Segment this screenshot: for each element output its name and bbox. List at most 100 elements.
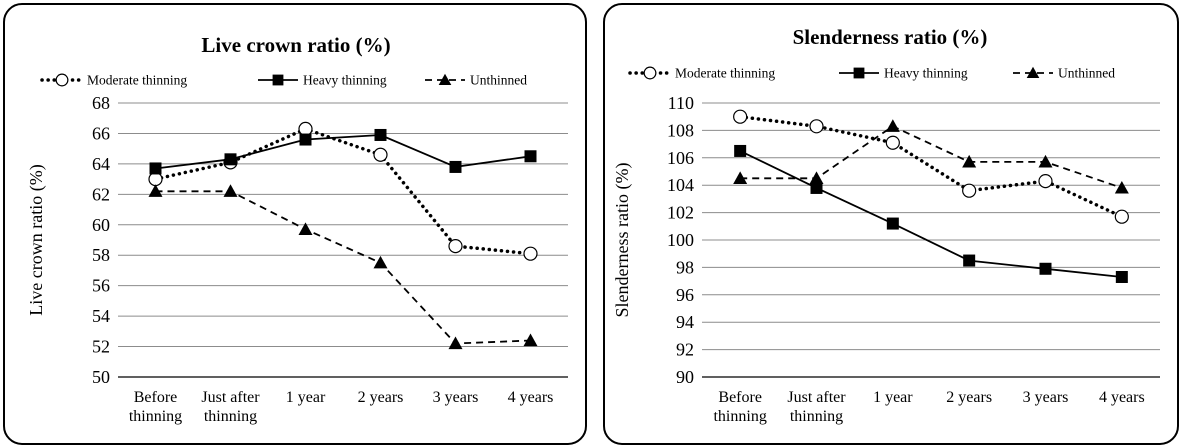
series-line-3: [155, 190, 531, 345]
legend: Moderate thinning Heavy thinning Unthinned: [40, 73, 527, 88]
data-point: [148, 172, 163, 187]
data-point: [810, 181, 823, 194]
x-tick-label: Just after: [201, 389, 260, 406]
data-point: [1114, 180, 1129, 194]
data-point: [809, 119, 824, 134]
legend-label-1: Moderate thinning: [675, 66, 775, 81]
y-tick-label: 54: [92, 306, 110, 326]
series-line-1: [738, 114, 1124, 219]
legend-marker-3: [1026, 66, 1040, 79]
data-point: [448, 336, 463, 350]
data-point: [374, 128, 387, 141]
data-point: [885, 119, 900, 132]
x-tick-labels: Before thinning Just after thinning 1 year 2 …: [129, 389, 554, 425]
y-tick-label: 52: [92, 337, 110, 357]
data-point: [148, 184, 163, 197]
data-point: [448, 238, 463, 254]
y-tick-label: 104: [667, 175, 694, 195]
series-line-3: [740, 125, 1123, 189]
gridlines: [702, 102, 1160, 351]
legend-label-2: Heavy thinning: [884, 66, 968, 81]
series-3: [733, 119, 1129, 194]
data-point: [449, 160, 462, 173]
chart-title: Slenderness ratio (%): [793, 25, 988, 49]
x-tick-label: 1 year: [286, 389, 326, 406]
x-tick-label: 1 year: [873, 389, 913, 406]
y-tick-label: 50: [92, 367, 110, 387]
legend-label-3: Unthinned: [1058, 66, 1115, 81]
x-tick-label: 4 years: [1099, 389, 1145, 406]
y-tick-label: 102: [667, 203, 694, 223]
y-tick-labels: 90 92 94 96 98 100 102 104 106 108 110: [667, 93, 694, 387]
legend-label-1: Moderate thinning: [87, 73, 187, 88]
series-2: [734, 144, 1128, 283]
y-tick-label: 90: [676, 367, 694, 387]
data-point: [523, 246, 538, 261]
y-tick-label: 60: [92, 215, 110, 235]
data-point: [223, 184, 238, 197]
data-point: [224, 153, 237, 166]
data-point: [1039, 262, 1052, 275]
y-tick-label: 64: [92, 154, 110, 174]
legend-marker-2: [272, 74, 284, 86]
data-point: [963, 254, 976, 267]
y-tick-label: 110: [668, 93, 694, 113]
data-point: [1038, 154, 1053, 168]
data-point: [298, 222, 313, 235]
chart-panel-slenderness-ratio: Slenderness ratio (%) Moderate thinning He…: [600, 0, 1182, 448]
data-point: [298, 121, 313, 136]
live-crown-ratio-chart: Live crown ratio (%) Moderate thinning Hea…: [3, 3, 587, 445]
data-point: [962, 154, 977, 168]
x-tick-label: Before: [718, 389, 762, 406]
data-point: [299, 133, 312, 146]
y-axis-title: Slenderness ratio (%): [612, 163, 633, 318]
y-tick-label: 98: [676, 257, 694, 277]
x-tick-label: 4 years: [508, 389, 554, 406]
data-point: [734, 144, 747, 157]
y-tick-label: 96: [676, 285, 694, 305]
series-1: [733, 109, 1129, 224]
legend-label-2: Heavy thinning: [303, 73, 387, 88]
y-tick-label: 108: [667, 120, 694, 140]
chart-panel-live-crown-ratio: Live crown ratio (%) Moderate thinning Hea…: [0, 0, 590, 448]
x-tick-label: thinning: [204, 408, 257, 425]
x-tick-label: thinning: [790, 408, 843, 425]
series-2: [149, 128, 537, 175]
legend-marker-2: [853, 67, 865, 79]
x-tick-label: 3 years: [433, 389, 479, 406]
data-point: [885, 135, 900, 150]
x-tick-label: 2 years: [358, 389, 404, 406]
series-3: [148, 184, 538, 350]
legend: Moderate thinning Heavy thinning Unthinned: [628, 66, 1115, 81]
data-point: [962, 183, 977, 198]
legend-marker-1: [55, 73, 69, 87]
gridlines: [118, 102, 568, 348]
y-tick-labels: 50 52 54 56 58 60 62 64 66 68: [92, 93, 110, 387]
data-point: [733, 109, 748, 124]
x-tick-label: Just after: [787, 389, 846, 406]
series-line-2: [155, 134, 531, 170]
data-point: [886, 217, 899, 230]
x-tick-label: Before: [134, 389, 178, 406]
legend-marker-1: [643, 66, 657, 80]
x-tick-label: thinning: [129, 408, 182, 425]
legend-marker-3: [438, 73, 452, 86]
data-point: [1114, 209, 1129, 224]
x-tick-label: thinning: [713, 408, 766, 425]
chart-title: Live crown ratio (%): [201, 33, 390, 57]
data-point: [733, 171, 748, 184]
data-point: [149, 162, 162, 175]
y-tick-label: 58: [92, 245, 110, 265]
data-point: [1038, 173, 1053, 189]
y-axis-title: Live crown ratio (%): [26, 164, 47, 315]
x-tick-label: 2 years: [946, 389, 992, 406]
data-point: [373, 255, 388, 269]
data-point: [809, 171, 824, 184]
slenderness-ratio-chart: Slenderness ratio (%) Moderate thinning He…: [603, 3, 1179, 445]
y-tick-label: 106: [667, 148, 694, 168]
data-point: [1115, 270, 1128, 283]
y-tick-label: 62: [92, 184, 110, 204]
data-point: [523, 333, 538, 347]
y-tick-label: 68: [92, 93, 110, 113]
y-tick-label: 56: [92, 276, 110, 296]
